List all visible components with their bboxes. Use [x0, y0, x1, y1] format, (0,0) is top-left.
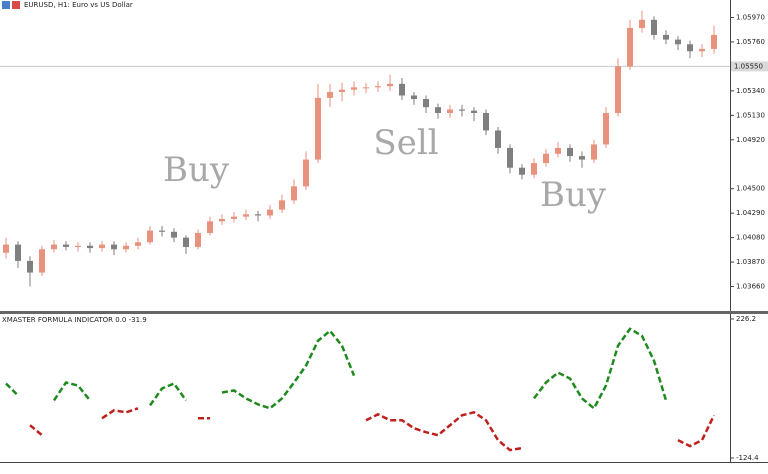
candle-body	[711, 34, 717, 49]
symbol-icon	[2, 1, 10, 9]
candle-body	[471, 110, 477, 113]
candle-body	[3, 244, 9, 253]
candle-body	[183, 237, 189, 247]
candle-body	[303, 159, 309, 187]
candle-body	[507, 147, 513, 168]
candle-body	[459, 109, 465, 111]
candle-body	[99, 244, 105, 249]
y-tick-label: 1.03870	[736, 258, 765, 266]
candle-body	[147, 230, 153, 243]
candle-body	[495, 130, 501, 148]
candle-body	[603, 112, 609, 145]
indicator-line	[5, 382, 19, 397]
y-tick-label: 1.05340	[736, 87, 765, 95]
candle-body	[435, 107, 441, 113]
candle-body	[399, 83, 405, 96]
candle-body	[699, 48, 705, 52]
indicator-line	[101, 407, 139, 420]
candle-body	[291, 186, 297, 201]
candle-body	[447, 109, 453, 113]
candle-body	[519, 167, 525, 175]
candle-body	[195, 232, 201, 247]
annotation note: Buy	[163, 150, 230, 190]
annotation note: Buy	[540, 175, 607, 215]
indicator-line	[677, 414, 716, 448]
candle-body	[687, 44, 693, 52]
candle-body	[39, 249, 45, 273]
chart-title: EURUSD, H1: Euro vs US Dollar	[24, 1, 133, 9]
indicator-line	[221, 329, 356, 410]
indicator-line	[365, 410, 523, 452]
candle-body	[171, 231, 177, 238]
y-tick-label: 1.04500	[736, 185, 765, 193]
y-tick-label: -124.4	[736, 454, 759, 462]
y-tick-label: 1.04080	[736, 234, 765, 242]
annotation note: Sell	[373, 123, 438, 163]
y-tick-label: 226.2	[736, 315, 756, 323]
candle-body	[207, 221, 213, 233]
y-tick-label: 1.05130	[736, 111, 765, 119]
candle-body	[555, 147, 561, 154]
candle-body	[411, 95, 417, 100]
candle-body	[531, 163, 537, 175]
panel-separator	[0, 311, 768, 314]
candle-body	[351, 87, 357, 90]
candle-body	[315, 97, 321, 160]
candle-body	[135, 242, 141, 246]
candle-body	[231, 216, 237, 219]
candle-body	[423, 99, 429, 108]
price-label: 1.05550	[734, 62, 763, 70]
candle-body	[651, 19, 657, 35]
y-tick-label: 1.03660	[736, 283, 765, 291]
price-label-box	[731, 61, 768, 72]
candle-body	[375, 86, 381, 88]
candle-body	[543, 153, 549, 164]
candle-body	[567, 147, 573, 157]
candle-body	[579, 156, 585, 160]
candle-body	[267, 209, 273, 216]
candle-body	[627, 27, 633, 67]
y-tick-label: 1.04290	[736, 209, 765, 217]
indicator-line	[533, 327, 668, 411]
candle-body	[243, 214, 249, 217]
candle-body	[663, 34, 669, 40]
candle-body	[483, 112, 489, 131]
candle-body	[87, 245, 93, 249]
indicator-line	[52, 381, 91, 402]
candle-body	[159, 230, 165, 232]
y-tick-label: 1.04920	[736, 136, 765, 144]
candle-body	[639, 19, 645, 28]
y-tick-label: 1.05970	[736, 13, 765, 21]
candle-body	[255, 214, 261, 216]
candle-body	[75, 245, 81, 247]
indicator-line	[148, 382, 188, 407]
candle-body	[27, 260, 33, 273]
indicator-title: XMASTER FORMULA INDICATOR 0.0 -31.9	[2, 316, 147, 324]
candle-body	[339, 89, 345, 93]
candle-body	[615, 66, 621, 113]
symbol-icon	[12, 1, 20, 9]
candle-body	[387, 83, 393, 87]
candle-body	[63, 244, 69, 247]
candle-body	[15, 244, 21, 261]
candle-body	[111, 244, 117, 250]
candle-body	[675, 39, 681, 45]
candle-body	[51, 244, 57, 250]
candle-body	[219, 218, 225, 222]
candle-body	[591, 144, 597, 160]
candle-body	[327, 92, 333, 98]
indicator-line	[29, 424, 43, 437]
y-tick-label: 1.05760	[736, 38, 765, 46]
candle-body	[123, 245, 129, 250]
candle-body	[363, 87, 369, 89]
candle-body	[279, 200, 285, 210]
